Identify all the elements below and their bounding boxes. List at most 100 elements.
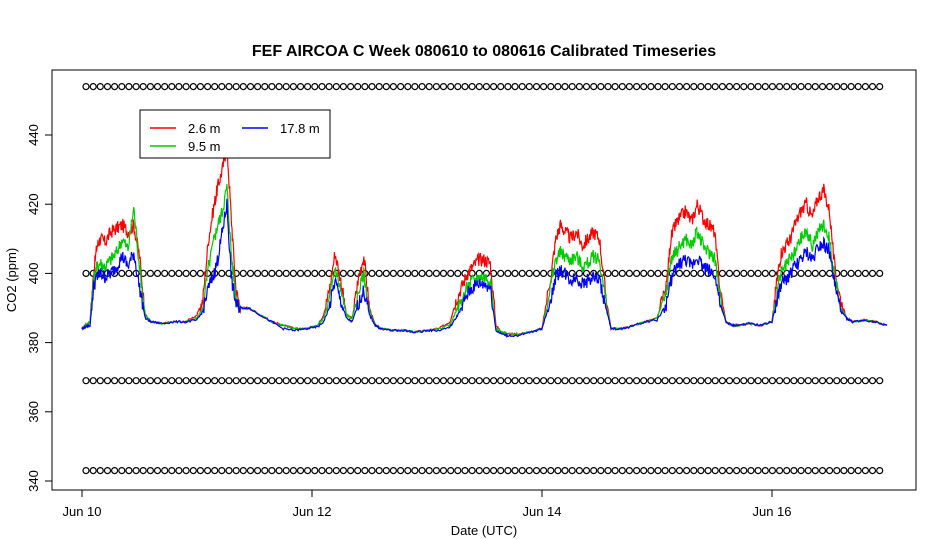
marker-point	[211, 82, 219, 91]
x-tick-label: Jun 10	[62, 504, 101, 519]
marker-point	[354, 82, 362, 91]
marker-point	[668, 467, 676, 475]
marker-point	[397, 467, 405, 475]
marker-point	[153, 82, 162, 91]
legend-label: 17.8 m	[280, 121, 320, 136]
marker-point	[840, 467, 848, 475]
marker-point	[732, 82, 741, 91]
marker-point	[425, 467, 433, 475]
marker-point	[325, 377, 333, 385]
marker-point	[296, 467, 305, 475]
marker-point	[847, 467, 855, 475]
marker-point	[354, 467, 362, 475]
marker-point	[110, 82, 119, 91]
marker-point	[204, 467, 212, 475]
marker-point	[282, 82, 290, 91]
marker-point	[518, 467, 526, 475]
marker-point	[304, 269, 312, 277]
marker-point	[718, 467, 727, 475]
marker-point	[103, 467, 112, 475]
marker-point	[497, 269, 505, 277]
marker-point	[732, 467, 741, 475]
marker-point	[89, 467, 97, 475]
marker-point	[325, 467, 333, 475]
marker-point	[597, 467, 605, 475]
marker-point	[547, 467, 555, 475]
marker-point	[382, 82, 390, 91]
marker-point	[404, 467, 412, 475]
marker-point	[296, 377, 305, 385]
marker-point	[339, 377, 347, 385]
marker-point	[118, 269, 126, 277]
marker-point	[239, 82, 247, 91]
marker-point	[339, 269, 347, 277]
marker-point	[690, 377, 698, 385]
marker-point	[311, 82, 319, 91]
marker-point	[382, 269, 390, 277]
marker-point	[604, 269, 612, 277]
marker-point	[825, 82, 834, 91]
marker-point	[418, 467, 426, 475]
marker-point	[783, 467, 791, 475]
marker-point	[697, 467, 705, 475]
marker-point	[347, 467, 355, 475]
marker-point	[504, 377, 512, 385]
marker-point	[110, 467, 119, 475]
marker-point	[811, 467, 819, 475]
marker-point	[275, 82, 283, 91]
marker-point	[304, 377, 312, 385]
marker-point	[525, 467, 533, 475]
marker-point	[368, 377, 376, 385]
marker-point	[311, 467, 319, 475]
y-tick-label: 380	[26, 332, 41, 354]
marker-point	[232, 467, 240, 475]
marker-point	[840, 269, 848, 277]
marker-point	[439, 377, 448, 385]
marker-point	[275, 377, 283, 385]
marker-point	[704, 377, 712, 385]
marker-point	[89, 377, 97, 385]
marker-point	[704, 467, 712, 475]
marker-point	[847, 82, 855, 91]
y-tick-label: 420	[26, 193, 41, 215]
marker-point	[547, 377, 555, 385]
marker-point	[682, 82, 691, 91]
marker-point	[161, 269, 169, 277]
marker-point	[361, 377, 369, 385]
marker-point	[332, 82, 340, 91]
marker-point	[732, 377, 741, 385]
marker-point	[668, 82, 676, 91]
marker-point	[418, 269, 426, 277]
marker-point	[740, 377, 748, 385]
marker-point	[854, 269, 862, 277]
marker-point	[289, 467, 297, 475]
marker-point	[139, 467, 147, 475]
marker-point	[153, 467, 162, 475]
marker-point	[246, 467, 255, 475]
marker-point	[254, 269, 262, 277]
marker-point	[468, 82, 476, 91]
marker-point	[775, 82, 784, 91]
marker-point	[568, 82, 576, 91]
marker-point	[225, 377, 233, 385]
marker-point	[275, 467, 283, 475]
marker-point	[168, 377, 176, 385]
marker-point	[697, 377, 705, 385]
marker-point	[604, 82, 612, 91]
marker-point	[590, 377, 598, 385]
marker-point	[168, 269, 176, 277]
marker-point	[103, 377, 112, 385]
marker-point	[332, 377, 340, 385]
marker-point	[161, 377, 169, 385]
marker-point	[790, 467, 798, 475]
marker-point	[439, 82, 448, 91]
marker-point	[254, 377, 262, 385]
marker-point	[275, 269, 283, 277]
marker-point	[811, 377, 819, 385]
marker-point	[404, 269, 412, 277]
marker-point	[282, 269, 290, 277]
marker-point	[132, 377, 140, 385]
marker-point	[361, 82, 369, 91]
marker-point	[818, 269, 827, 277]
marker-point	[82, 269, 90, 277]
